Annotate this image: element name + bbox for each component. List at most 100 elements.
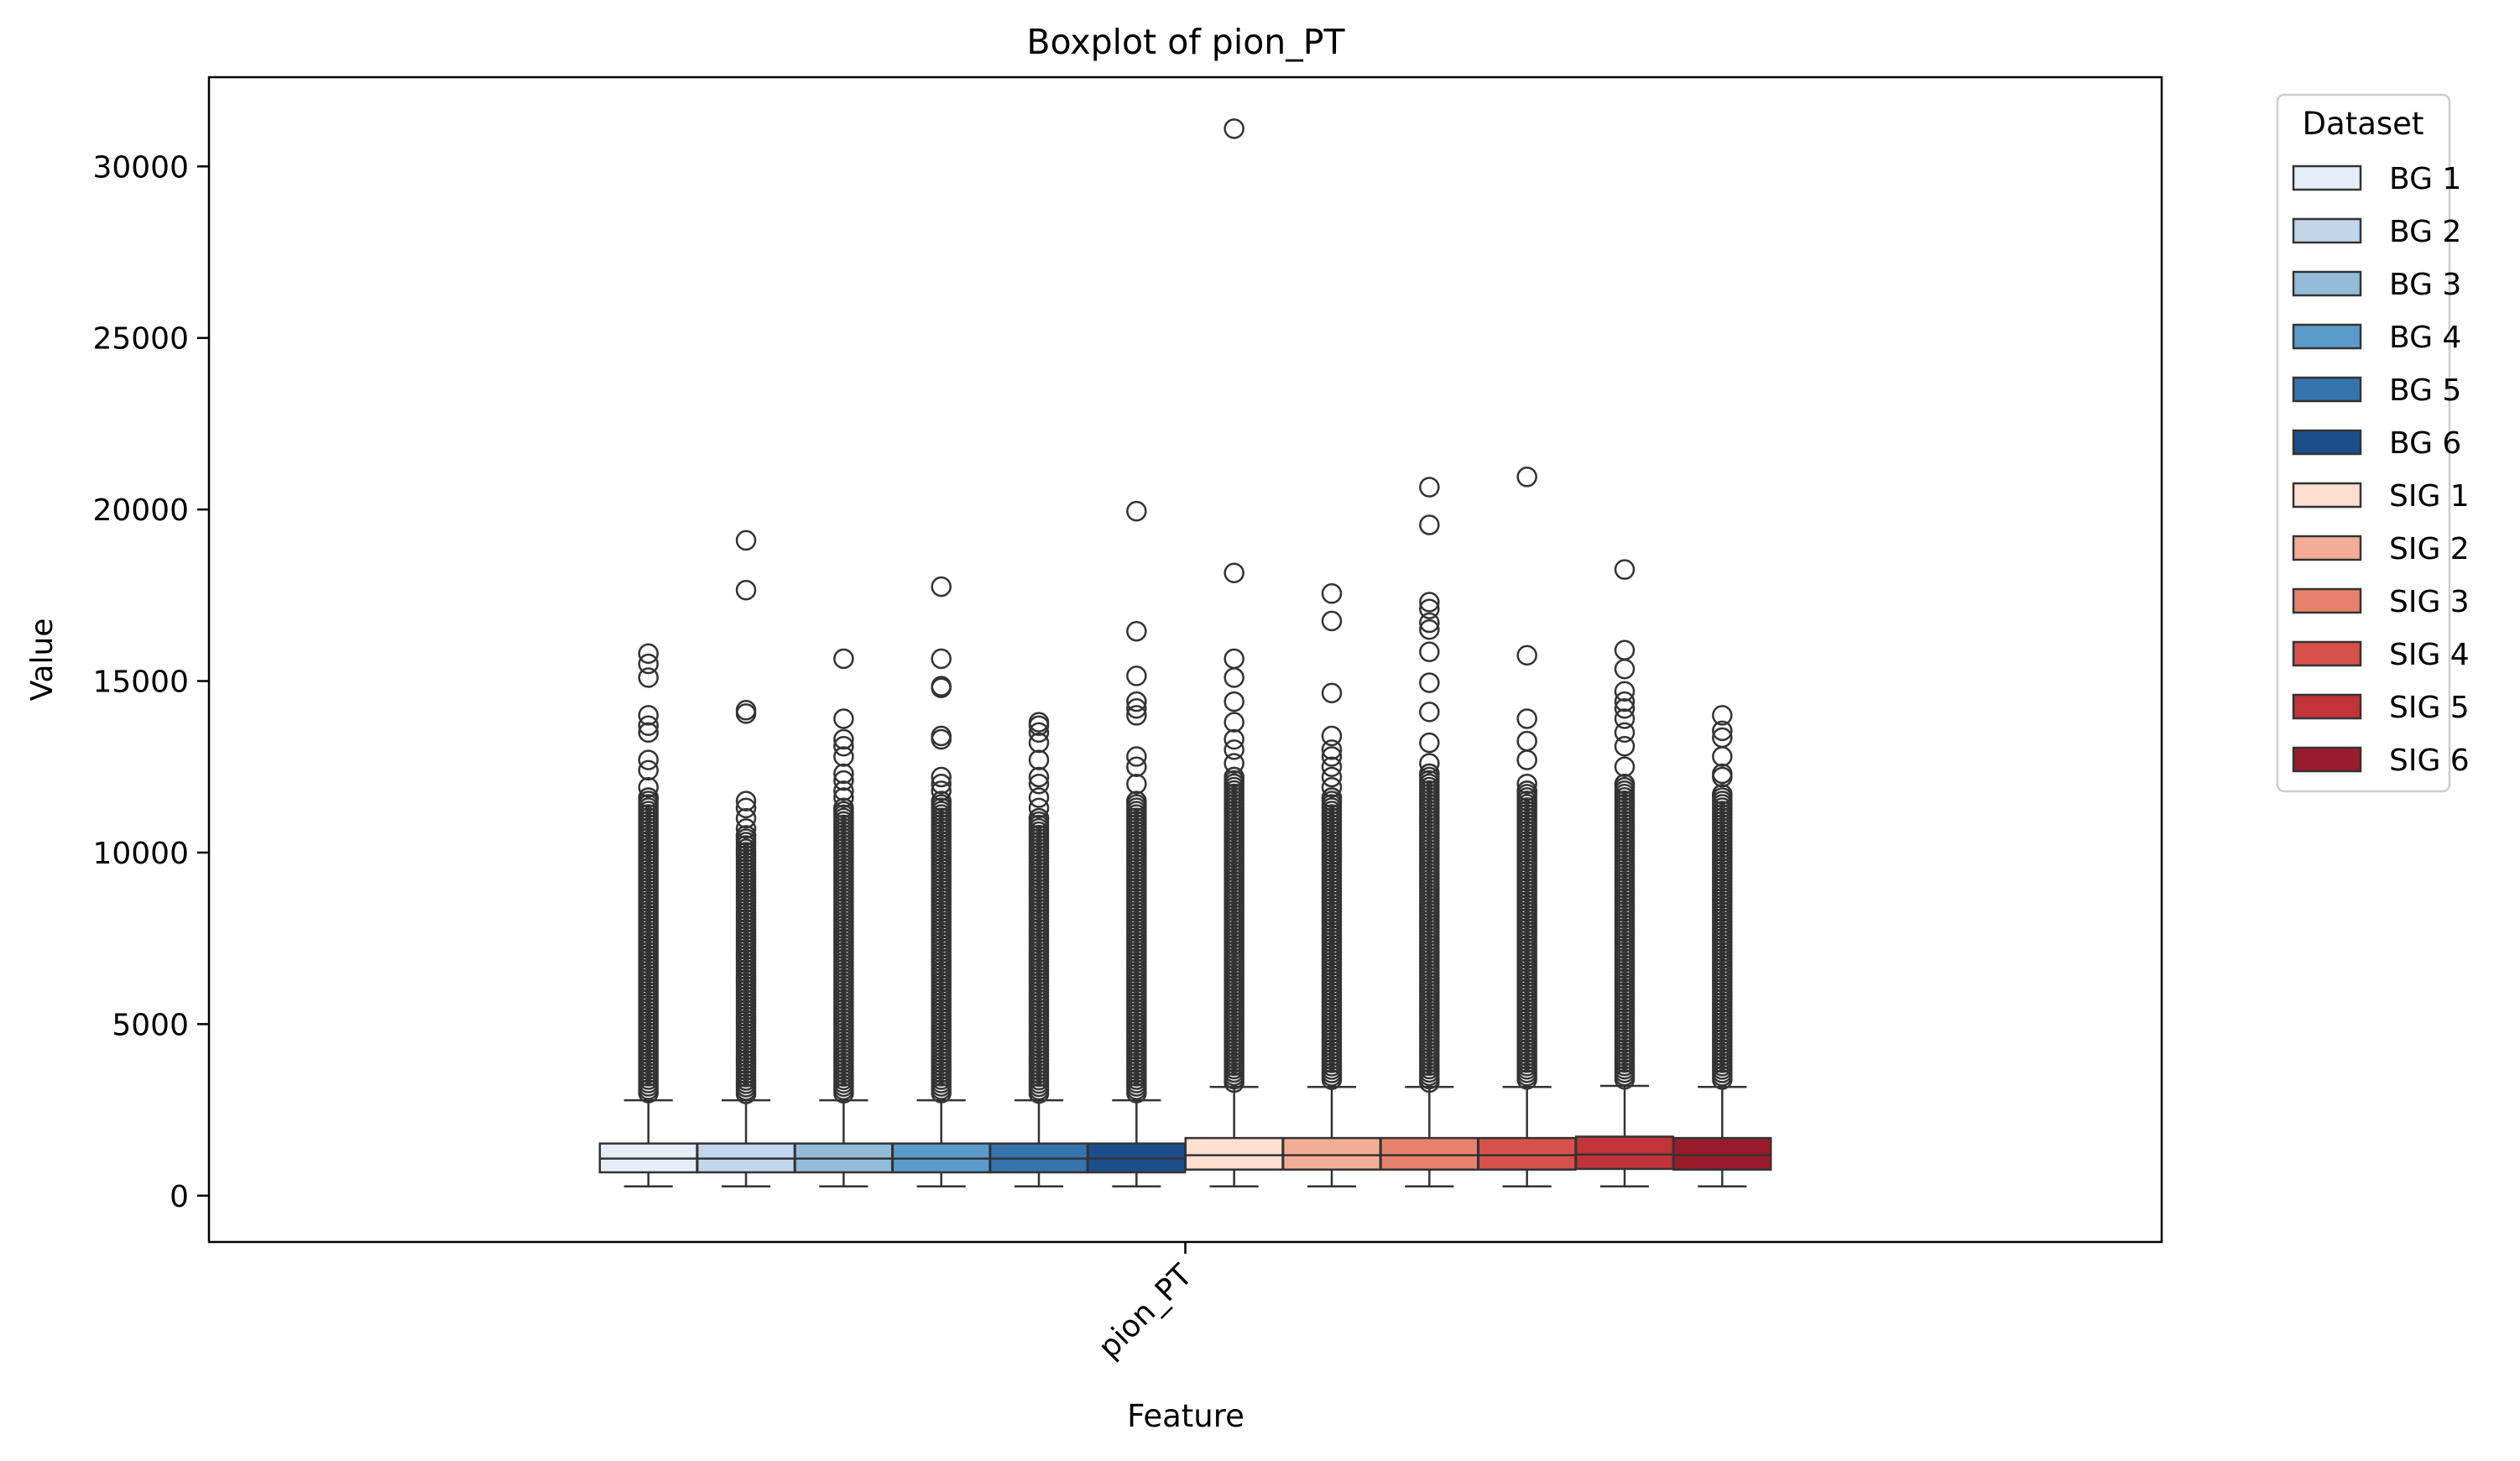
outlier-point [638,667,659,688]
outlier-point [1126,698,1147,719]
legend-item: SIG 5 [2292,691,2470,725]
outlier-column [833,797,854,1104]
outlier-point [1419,618,1440,640]
outlier-point [931,677,952,698]
legend-label: BG 1 [2389,162,2461,196]
outlier-marker [931,1083,952,1104]
outlier-point [1321,682,1343,704]
outlier-point [1516,730,1537,752]
outlier-point [1028,773,1050,795]
box-iqr [1477,1136,1577,1171]
outlier-point [1321,766,1343,788]
box-bg-4 [891,576,991,1188]
legend-label: SIG 4 [2389,638,2470,672]
outlier-point [735,703,757,724]
box-iqr [1184,1136,1284,1171]
outlier-point [638,777,659,798]
box-iqr [1574,1135,1675,1171]
outlier-point [1419,612,1440,634]
outlier-point [931,676,952,697]
outlier-point [931,780,952,801]
outlier-point [1419,514,1440,535]
outlier-point [1321,787,1343,808]
legend-swatch [2292,164,2362,191]
plot-area [598,118,1772,1188]
legend-item: BG 5 [2292,373,2461,408]
outlier-point [638,749,659,770]
outlier-point [1028,715,1050,736]
legend-swatch [2292,693,2362,720]
outlier-point [1321,583,1343,604]
outlier-point [833,708,854,729]
outlier-point [1614,559,1636,580]
outlier-point [1223,728,1244,750]
outlier-point [1126,756,1147,778]
box-sig-1 [1184,118,1284,1188]
y-axis: 0 5000 10000 15000 20000 25000 30000 [92,150,209,1214]
legend-label: SIG 6 [2389,744,2470,778]
outlier-column [1712,784,1733,1090]
outlier-point [1028,722,1050,744]
outlier-point [638,722,659,744]
outlier-point [833,735,854,757]
legend-item: BG 2 [2292,215,2461,249]
outlier-point [1516,749,1537,770]
outlier-point [1028,797,1050,819]
outlier-point [1419,753,1440,774]
outlier-point [1419,592,1440,613]
outlier-point [1419,477,1440,498]
outlier-point [1419,732,1440,754]
outlier-point [1126,691,1147,712]
box-sig-3 [1380,477,1479,1188]
outlier-point [1614,722,1636,744]
outlier-column [1028,807,1050,1104]
outlier-point [638,705,659,726]
outlier-point [1614,639,1636,661]
legend-item: SIG 4 [2292,638,2470,672]
outlier-marker [1028,1083,1050,1104]
legend-label: SIG 1 [2389,479,2470,514]
outlier-marker [1614,1068,1636,1090]
outlier-column [931,791,952,1104]
outlier-point [1223,712,1244,733]
outlier-point [638,759,659,781]
box-bg-5 [989,712,1089,1188]
legend-label: SIG 3 [2389,585,2470,619]
x-axis-label: Feature [1127,1398,1244,1434]
y-tick-label: 15000 [92,665,189,700]
outlier-point [1223,691,1244,712]
outlier-column [1419,763,1440,1093]
outlier-column [1614,773,1636,1090]
legend-swatch [2292,270,2362,297]
box-bg-6 [1087,500,1187,1188]
outlier-column [1223,766,1244,1093]
outlier-point [1126,705,1147,726]
legend-swatch [2292,746,2362,773]
outlier-point [1712,784,1733,805]
outlier-point [833,728,854,750]
outlier-point [1223,739,1244,760]
outlier-point [833,787,854,808]
outlier-point [1321,725,1343,747]
outlier-point [833,797,854,819]
legend-label: BG 2 [2389,215,2461,249]
outlier-point [1516,467,1537,488]
legend-swatch [2292,323,2362,350]
legend-item: SIG 1 [2292,479,2470,514]
outlier-point [735,807,757,829]
outlier-point [735,797,757,819]
outlier-column [1126,791,1147,1104]
outlier-point [1321,756,1343,778]
outlier-point [1516,780,1537,801]
outlier-marker [1321,1069,1343,1090]
outlier-point [735,825,757,846]
outlier-marker [1712,1069,1733,1090]
outlier-point [1223,766,1244,788]
box-iqr [1380,1136,1479,1171]
outlier-point [931,773,952,795]
outlier-column [638,787,659,1104]
outlier-marker [833,1083,854,1104]
outlier-point [1516,773,1537,795]
outlier-point [1614,681,1636,702]
outlier-point [1126,500,1147,522]
